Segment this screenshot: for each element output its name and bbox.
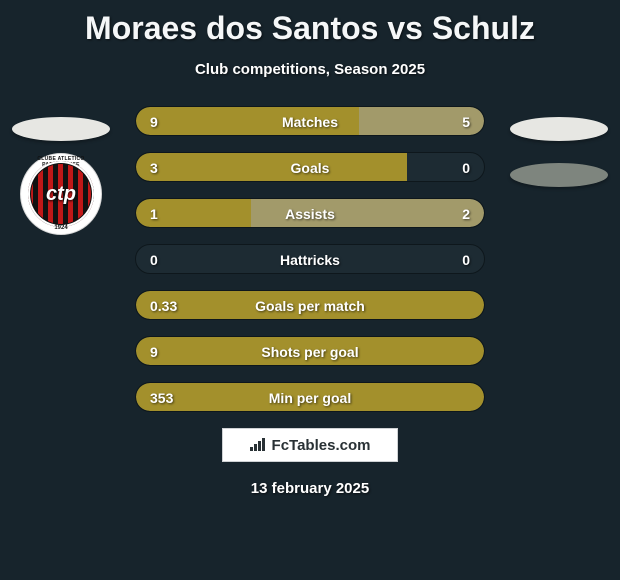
stat-label: Min per goal	[136, 383, 484, 411]
club-abbrev: ctp	[46, 183, 76, 206]
date-label: 13 february 2025	[0, 480, 620, 497]
stat-row: 9Shots per goal	[135, 336, 485, 366]
stat-row: 12Assists	[135, 198, 485, 228]
stat-label: Goals	[136, 153, 484, 181]
right-badge-slot-0	[504, 106, 614, 152]
team-badge-ellipse	[510, 117, 608, 141]
team-badge-ellipse	[12, 117, 110, 141]
stat-row: 00Hattricks	[135, 244, 485, 274]
fctables-icon	[250, 437, 268, 454]
left-badge-slot-0	[6, 106, 116, 152]
page-title: Moraes dos Santos vs Schulz	[0, 0, 620, 47]
stat-rows: 95Matches 30Goals 12Assists 00Hattricks 0.33…	[135, 106, 485, 412]
comparison-panel: CLUBE ATLETICO PARANAENSE ctp 1924 95Mat…	[0, 106, 620, 412]
brand-box[interactable]: FcTables.com	[222, 428, 398, 462]
right-badges-column	[504, 106, 614, 198]
stat-row: 353Min per goal	[135, 382, 485, 412]
left-badge-slot-1: CLUBE ATLETICO PARANAENSE ctp 1924	[6, 152, 116, 236]
stat-row: 30Goals	[135, 152, 485, 182]
stat-label: Shots per goal	[136, 337, 484, 365]
club-year: 1924	[21, 225, 101, 231]
stat-row: 95Matches	[135, 106, 485, 136]
stat-label: Hattricks	[136, 245, 484, 273]
team-badge-ellipse	[510, 163, 608, 187]
club-badge: CLUBE ATLETICO PARANAENSE ctp 1924	[20, 153, 102, 235]
stat-label: Matches	[136, 107, 484, 135]
stat-label: Goals per match	[136, 291, 484, 319]
stat-row: 0.33Goals per match	[135, 290, 485, 320]
subtitle: Club competitions, Season 2025	[0, 61, 620, 78]
stat-label: Assists	[136, 199, 484, 227]
club-badge-inner: ctp	[28, 161, 94, 227]
left-badges-column: CLUBE ATLETICO PARANAENSE ctp 1924	[6, 106, 116, 236]
brand-text: FcTables.com	[272, 437, 371, 454]
right-badge-slot-1	[504, 152, 614, 198]
